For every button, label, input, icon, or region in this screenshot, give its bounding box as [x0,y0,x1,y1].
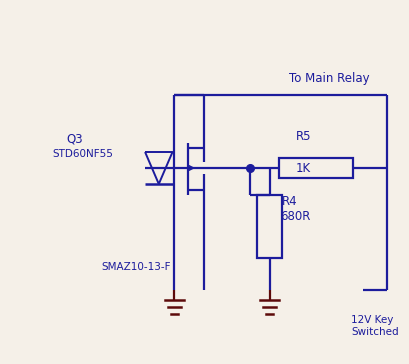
Text: 680R: 680R [280,210,311,223]
Text: SMAZ10-13-F: SMAZ10-13-F [101,262,171,272]
Text: 1K: 1K [296,162,311,175]
Bar [257,195,282,258]
Text: STD60NF55: STD60NF55 [52,149,113,159]
Text: R5: R5 [296,130,312,143]
Text: 12V Key
Switched: 12V Key Switched [351,315,398,337]
Bar [279,158,353,178]
Text: Q3: Q3 [67,133,83,146]
Text: R4: R4 [282,195,298,208]
Text: To Main Relay: To Main Relay [289,72,370,85]
